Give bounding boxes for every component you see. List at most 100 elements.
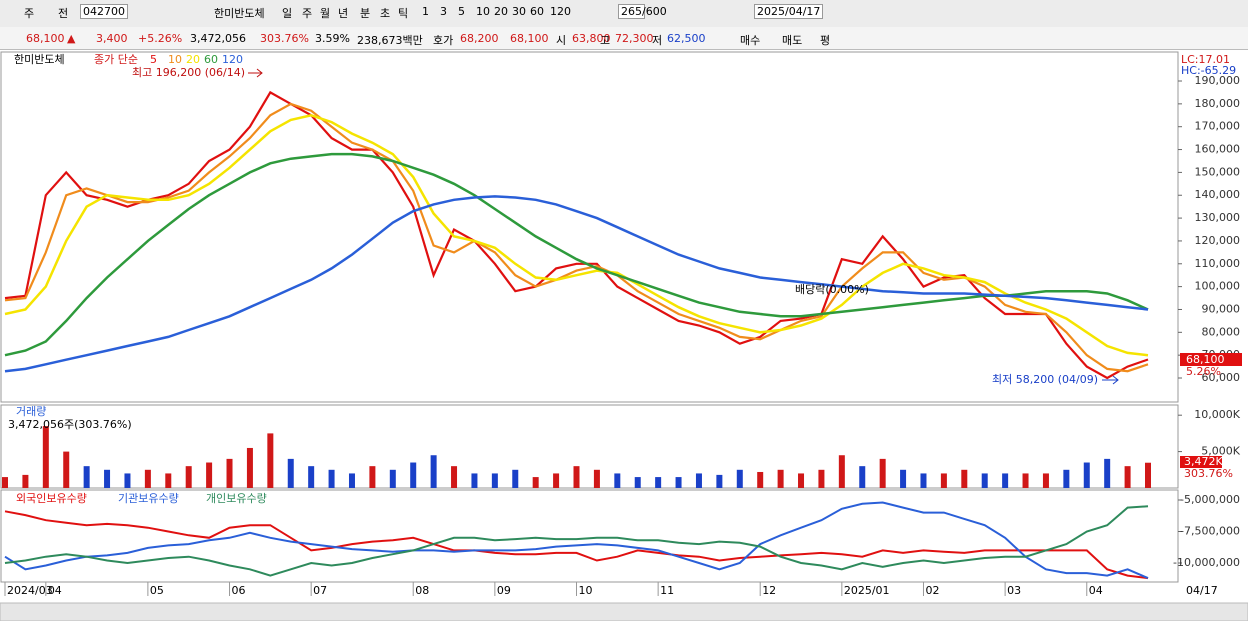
info-item: 68,100: [510, 32, 549, 45]
info-item: 3.59%: [315, 32, 350, 45]
toolbar-item[interactable]: 1: [422, 5, 429, 18]
volume-bar: [206, 462, 213, 488]
volume-bar: [246, 447, 253, 488]
volume-bar: [655, 477, 662, 488]
info-item: 62,500: [667, 32, 706, 45]
y-tick-label: -10,000,000: [1173, 556, 1240, 569]
panel-frame: [0, 51, 1179, 403]
line-series: [4, 505, 1149, 577]
volume-bar: [920, 473, 927, 488]
panel-frame: [0, 489, 1179, 583]
volume-bar: [757, 471, 764, 488]
volume-bar: [695, 473, 702, 488]
info-item: 72,300: [615, 32, 654, 45]
volume-bar: [981, 473, 988, 488]
y-tick-label: 80,000: [1202, 325, 1241, 338]
volume-bar: [471, 473, 478, 488]
volume-bar: [451, 466, 458, 488]
y-tick-label: 60,000: [1202, 371, 1241, 384]
legend-entry: 20: [186, 53, 200, 66]
toolbar-item[interactable]: 3: [440, 5, 447, 18]
y-tick-label: 170,000: [1195, 120, 1241, 133]
info-item: 238,673백만: [357, 34, 423, 47]
toolbar-item[interactable]: 틱: [398, 7, 409, 20]
toolbar-item[interactable]: 2025/04/17: [754, 4, 824, 19]
legend-entry: 외국인보유수량: [16, 492, 87, 505]
volume-bar: [348, 473, 355, 488]
toolbar-item[interactable]: 265: [618, 4, 645, 19]
info-item: 68,200: [460, 32, 499, 45]
toolbar-item[interactable]: 월: [320, 7, 331, 20]
scrollbar: [0, 602, 1248, 621]
volume-bar: [512, 469, 519, 488]
info-item[interactable]: 매도: [782, 34, 803, 47]
y-tick-label: -5,000,000: [1180, 493, 1240, 506]
volume-bar: [1002, 473, 1009, 488]
y-tick-label: 5,000K: [1201, 445, 1240, 458]
x-tick-label: 12: [762, 584, 776, 597]
toolbar-item[interactable]: 주: [24, 7, 35, 20]
volume-bar: [1063, 469, 1070, 488]
toolbar-item[interactable]: 전: [58, 7, 69, 20]
volume-bar: [614, 473, 621, 488]
toolbar-item[interactable]: 일: [282, 7, 293, 20]
toolbar-item[interactable]: 분: [360, 7, 371, 20]
info-item[interactable]: 매수: [740, 34, 761, 47]
volume-bar: [104, 469, 111, 488]
volume-bar: [940, 473, 947, 488]
volume-bar: [2, 477, 8, 488]
line-series: [4, 102, 1149, 373]
line-series: [4, 510, 1149, 580]
volume-last: 3,472K: [1184, 455, 1223, 468]
toolbar: 주 전 042700 한미반도체 일 주 월 년 분 초 틱 1 3 5 10 20 30 60 120 265/60…: [0, 0, 1248, 28]
toolbar-item[interactable]: 년: [338, 7, 349, 20]
toolbar-item[interactable]: 120: [550, 5, 571, 18]
toolbar-item[interactable]: 042700: [80, 4, 128, 19]
info-item: 저: [652, 34, 663, 47]
info-row: 68,100 ▲ 3,400 +5.26% 3,472,056 303.76% 3.59% 2…: [0, 27, 1248, 50]
legend-entry: 5: [150, 53, 157, 66]
annotation: 최고 196,200 (06/14): [132, 66, 245, 79]
info-item: 3,472,056: [190, 32, 246, 45]
volume-bar: [430, 455, 437, 488]
y-tick-label: 190,000: [1195, 74, 1241, 87]
x-tick-label: 2025/01: [844, 584, 890, 597]
volume-tag: [1180, 456, 1222, 468]
volume-bar: [1022, 473, 1029, 488]
toolbar-item[interactable]: 5: [458, 5, 465, 18]
volume-bar: [389, 469, 396, 488]
annotation: 최저 58,200 (04/09): [992, 373, 1098, 386]
volume-bar: [675, 477, 682, 488]
corner-label: LC:17.01: [1181, 53, 1230, 66]
y-tick-label: 160,000: [1195, 143, 1241, 156]
volume-bar: [369, 466, 376, 488]
volume-bar: [553, 473, 560, 488]
y-tick-label: 130,000: [1195, 211, 1241, 224]
toolbar-item[interactable]: 30: [512, 5, 526, 18]
chart-title: 한미반도체: [14, 53, 65, 66]
x-tick-label: 03: [1007, 584, 1021, 597]
toolbar-item[interactable]: 60: [530, 5, 544, 18]
line-series: [4, 152, 1149, 357]
toolbar-item[interactable]: 20: [494, 5, 508, 18]
info-item: ▲: [67, 32, 76, 45]
info-item[interactable]: 평: [820, 34, 831, 47]
volume-bar: [144, 469, 151, 488]
volume-bar: [1083, 462, 1090, 488]
volume-bar: [328, 469, 335, 488]
x-tick-label: 08: [415, 584, 429, 597]
toolbar-item[interactable]: 한미반도체: [214, 7, 265, 20]
x-tick-label: 11: [660, 584, 674, 597]
toolbar-item[interactable]: 초: [380, 7, 391, 20]
volume-bar: [634, 477, 641, 488]
toolbar-item[interactable]: 주: [302, 7, 313, 20]
x-end-label: 04/17: [1186, 584, 1218, 597]
legend-entry: 10: [168, 53, 182, 66]
arrow: [248, 68, 263, 78]
line-series: [4, 195, 1149, 373]
ma-label: 종가 단순: [94, 53, 138, 66]
toolbar-item[interactable]: /600: [642, 5, 667, 18]
legend-entry: 기관보유수량: [118, 492, 179, 505]
volume-bar: [42, 426, 49, 488]
toolbar-item[interactable]: 10: [476, 5, 490, 18]
